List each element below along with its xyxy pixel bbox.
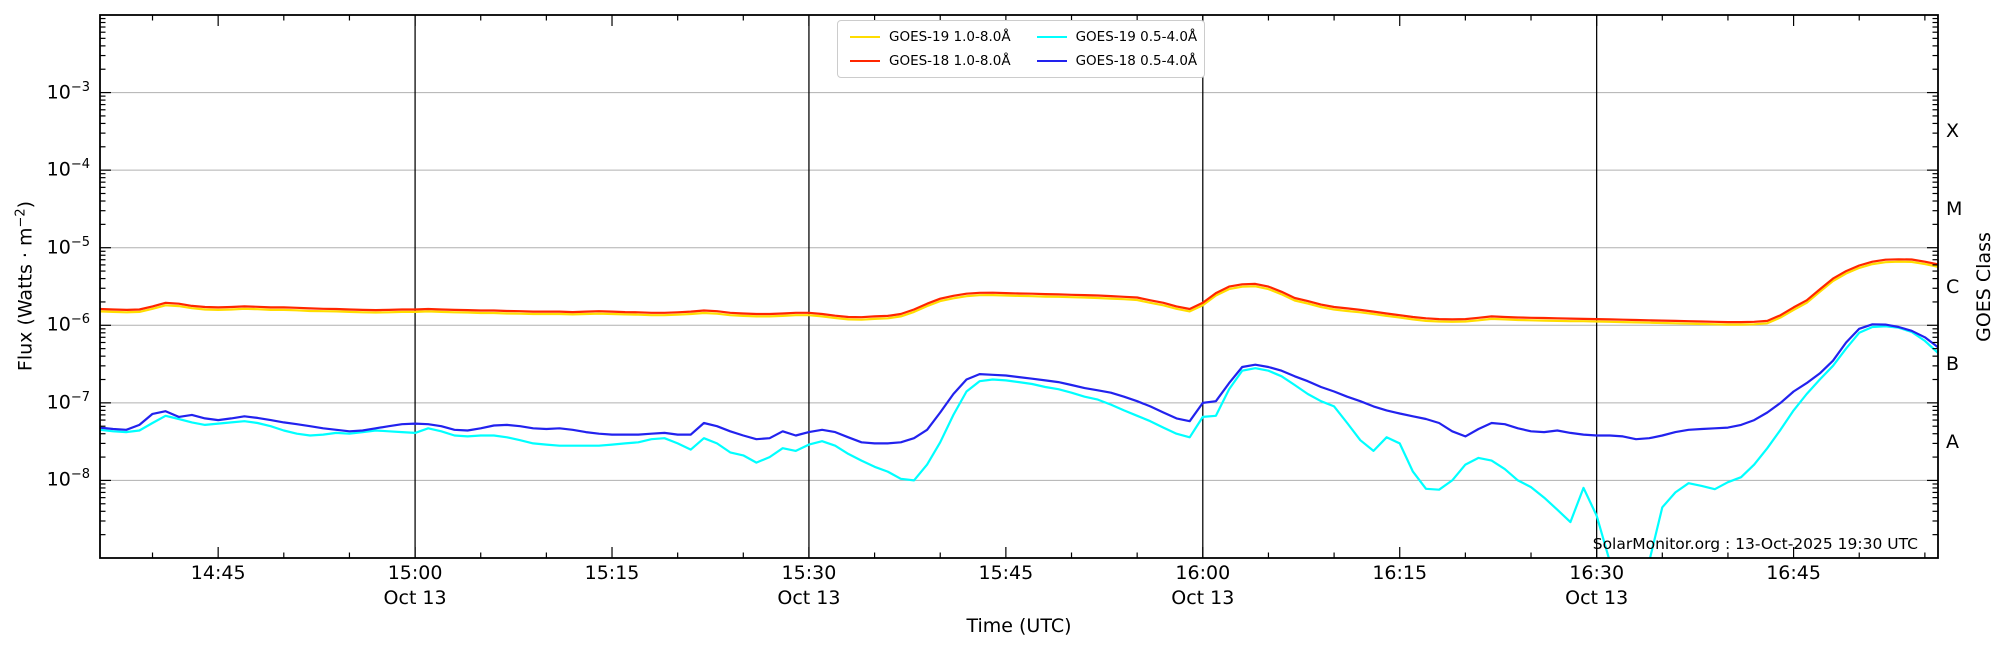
y-tick-label-1e-8: 10−8 bbox=[46, 467, 90, 491]
legend-swatch-3 bbox=[1036, 60, 1067, 62]
y-tick-label-1e-5: 10−5 bbox=[46, 234, 90, 259]
legend-label-2: GOES-19 0.5-4.0Å bbox=[1075, 29, 1198, 45]
series-line-0 bbox=[100, 260, 1938, 326]
goes-class-label-B: B bbox=[1946, 353, 1960, 376]
x-axis-title: Time (UTC) bbox=[966, 615, 1072, 637]
credit-annotation: SolarMonitor.org : 13-Oct-2025 19:30 UTC bbox=[1592, 535, 1918, 553]
series-line-2 bbox=[100, 325, 1938, 558]
legend-entry-2: GOES-19 0.5-4.0Å bbox=[1036, 29, 1198, 45]
x-tick-label-16:15: 16:15 bbox=[1372, 562, 1428, 584]
legend-entry-0: GOES-19 1.0-8.0Å bbox=[850, 29, 1011, 45]
series-line-1 bbox=[100, 258, 1938, 324]
legend-label-3: GOES-18 0.5-4.0Å bbox=[1075, 53, 1198, 69]
legend-entry-1: GOES-18 1.0-8.0Å bbox=[850, 53, 1011, 69]
y-axis-title-close: ) bbox=[14, 200, 37, 209]
x-date-label-15:30: Oct 13 bbox=[777, 587, 841, 609]
x-tick-label-15:45: 15:45 bbox=[978, 562, 1034, 584]
legend-label-0: GOES-19 1.0-8.0Å bbox=[889, 29, 1011, 45]
goes-class-label-A: A bbox=[1946, 430, 1959, 453]
x-tick-label-16:00: 16:00 bbox=[1175, 562, 1231, 584]
x-tick-label-14:45: 14:45 bbox=[190, 562, 246, 584]
tick-marks bbox=[100, 15, 1938, 558]
legend: GOES-19 1.0-8.0Å GOES-18 1.0-8.0Å GOES-19 … bbox=[837, 20, 1205, 78]
y-tick-label-1e-6: 10−6 bbox=[46, 312, 90, 336]
plot-border bbox=[99, 14, 1939, 559]
legend-label-1: GOES-18 1.0-8.0Å bbox=[889, 53, 1011, 69]
legend-swatch-1 bbox=[850, 60, 880, 62]
x-tick-label-15:30: 15:30 bbox=[781, 562, 837, 584]
y-axis-title-sup: −2 bbox=[13, 208, 29, 228]
y-axis-title: Flux (Watts · m−2) bbox=[13, 201, 36, 371]
goes-class-label-M: M bbox=[1946, 197, 1963, 220]
x-tick-label-16:30: 16:30 bbox=[1569, 562, 1625, 584]
x-tick-label-15:00: 15:00 bbox=[387, 562, 443, 584]
y2-axis-title: GOES Class bbox=[1973, 232, 1995, 342]
y-tick-label-1e-4: 10−4 bbox=[46, 157, 90, 181]
goes-class-label-C: C bbox=[1946, 275, 1960, 298]
legend-swatch-2 bbox=[1036, 36, 1067, 38]
date-boundary-lines bbox=[414, 15, 1598, 558]
series-line-3 bbox=[100, 323, 1938, 445]
decade-gridlines bbox=[100, 92, 1938, 481]
x-tick-label-15:15: 15:15 bbox=[584, 562, 640, 584]
goes-class-label-X: X bbox=[1946, 120, 1960, 143]
x-tick-label-16:45: 16:45 bbox=[1766, 562, 1821, 584]
y-tick-label-1e-7: 10−7 bbox=[46, 390, 90, 414]
legend-swatch-0 bbox=[850, 36, 880, 38]
legend-entry-3: GOES-18 0.5-4.0Å bbox=[1036, 53, 1198, 69]
x-date-label-16:00: Oct 13 bbox=[1171, 587, 1235, 609]
x-date-label-16:30: Oct 13 bbox=[1565, 587, 1629, 609]
x-date-label-15:00: Oct 13 bbox=[383, 587, 447, 609]
y-tick-label-1e-3: 10−3 bbox=[46, 79, 90, 104]
series-lines bbox=[100, 258, 1938, 558]
